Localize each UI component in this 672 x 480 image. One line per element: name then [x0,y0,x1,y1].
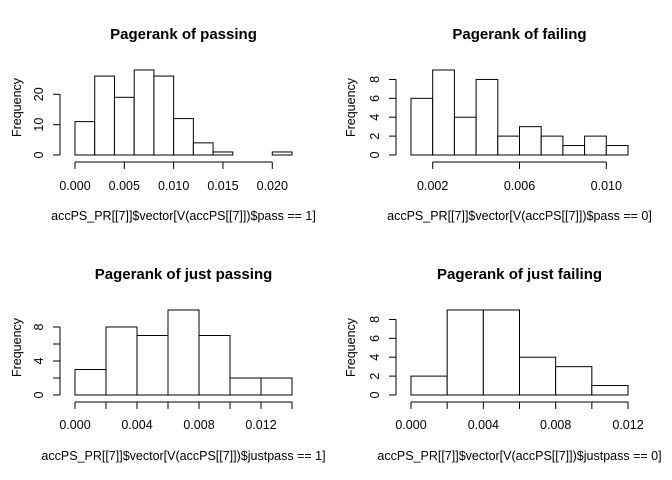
histogram-panel-2: 0.002 0.006 0.010 0 2 4 6 8 Pagerank of failing a… [344,26,652,223]
histogram-bar [432,69,455,156]
chart-title: Pagerank of failing [452,26,586,43]
histogram-bar [605,145,629,156]
histogram-bar [562,145,586,156]
y-axis-label: Frequency [344,77,358,137]
y-tick-label: 20 [32,87,46,101]
x-tick-label: 0.010 [591,179,622,193]
histogram-bar [173,118,194,156]
x-tick-label: 0.005 [109,179,140,193]
y-tick-label: 0 [368,391,382,398]
histogram-bar [497,135,520,156]
x-tick-label: 0.004 [468,418,499,432]
histogram-panel-4: 0.000 0.004 0.008 0.012 0 2 4 6 8 Pagerank of jus… [344,266,662,463]
x-axis-label: accPS_PR[[7]]$vector[V(accPS[[7]])$pass … [51,209,316,223]
histogram-bar [167,309,200,396]
y-tick-label: 8 [368,316,382,323]
histogram-bar [74,121,96,156]
histogram-bar [212,151,234,156]
x-tick-label: 0.012 [245,418,276,432]
histogram-bar [482,309,521,396]
histogram-bar [192,142,214,156]
y-axis-label: Frequency [10,77,24,137]
chart-title: Pagerank of passing [110,26,257,43]
histogram-panel-1: 0.000 0.005 0.010 0.015 0.020 0 10 20 Pagerank o… [10,26,316,223]
y-tick-label: 8 [368,76,382,83]
histogram-bar [555,366,593,396]
x-tick-label: 0.008 [183,418,214,432]
chart-title: Pagerank of just failing [437,266,602,283]
y-tick-label: 4 [368,354,382,361]
x-tick-label: 0.000 [395,418,426,432]
x-tick-label: 0.002 [417,179,448,193]
x-tick-label: 0.006 [504,179,535,193]
histogram-bar [540,135,564,156]
y-tick-label: 0 [368,151,382,158]
chart-title: Pagerank of just passing [95,266,273,283]
histogram-bar [74,369,107,396]
y-tick-label: 8 [32,323,46,330]
y-tick-label: 2 [368,133,382,140]
x-axis-label: accPS_PR[[7]]$vector[V(accPS[[7]])$pass … [387,209,652,223]
histogram-bar [453,116,477,156]
y-tick-label: 4 [368,114,382,121]
histogram-bar [94,75,115,156]
x-axis-label: accPS_PR[[7]]$vector[V(accPS[[7]])$justp… [377,449,661,463]
x-tick-label: 0.000 [59,418,90,432]
y-tick-label: 4 [32,357,46,364]
histogram-bar [105,326,138,396]
histogram-bar [519,126,542,156]
y-tick-label: 6 [368,335,382,342]
y-tick-label: 6 [368,95,382,102]
y-axis-label: Frequency [344,317,358,377]
histogram-bar [584,135,607,156]
histogram-bar [153,75,175,156]
histogram-bar [113,96,135,156]
y-tick-label: 0 [32,151,46,158]
x-tick-label: 0.004 [121,418,152,432]
histogram-bar [271,151,293,156]
histogram-bar [260,377,293,396]
x-tick-label: 0.012 [612,418,643,432]
histogram-bar [198,335,231,396]
histogram-bar [446,309,484,396]
x-tick-label: 0.000 [59,179,90,193]
histogram-bar [136,335,169,396]
x-tick-label: 0.010 [158,179,189,193]
x-tick-label: 0.008 [540,418,571,432]
x-tick-label: 0.015 [207,179,238,193]
histogram-bar [591,385,629,396]
histogram-bar [133,69,155,156]
histogram-bar [229,377,262,396]
x-tick-label: 0.020 [257,179,288,193]
y-tick-label: 10 [32,118,46,132]
y-axis-label: Frequency [10,317,24,377]
y-tick-label: 2 [368,373,382,380]
histogram-bar [475,78,499,156]
histogram-panel-3: 0.000 0.004 0.008 0.012 0 4 8 Pagerank of just … [10,266,326,463]
histogram-bar [410,97,434,156]
histogram-bar [519,356,557,396]
histogram-bar [410,375,448,396]
x-axis-label: accPS_PR[[7]]$vector[V(accPS[[7]])$justp… [41,449,325,463]
y-tick-label: 0 [32,391,46,398]
